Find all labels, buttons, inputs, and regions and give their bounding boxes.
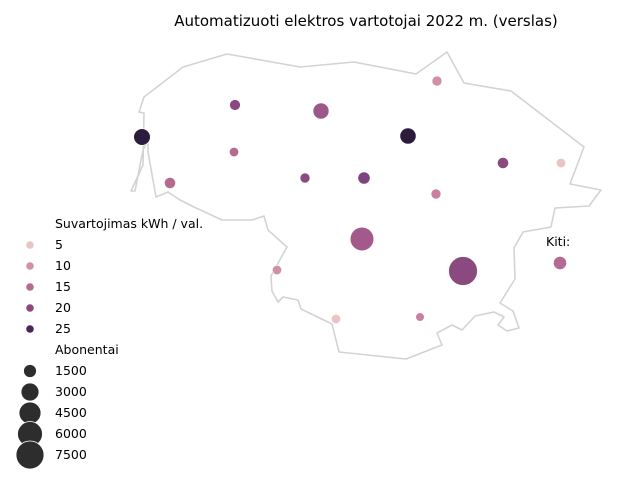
data-point-marker [164, 177, 176, 189]
data-point-marker [229, 99, 241, 111]
data-point-marker [312, 102, 330, 120]
size-legend-marker [15, 440, 45, 470]
size-legend-label: 6000 [55, 426, 87, 441]
size-legend-title: Abonentai [55, 342, 119, 357]
other-label: Kiti: [546, 234, 571, 249]
data-point-marker [497, 157, 509, 169]
data-point-marker [431, 75, 443, 87]
legend-markers [15, 241, 45, 470]
data-point-marker [555, 158, 566, 169]
data-point-marker [430, 188, 442, 200]
size-legend-label: 7500 [55, 447, 87, 462]
size-legend-label: 3000 [55, 384, 87, 399]
size-legend-label: 1500 [55, 363, 87, 378]
hue-legend-label: 15 [55, 279, 71, 294]
size-legend-label: 4500 [55, 405, 87, 420]
data-point-marker [415, 312, 425, 322]
data-point-marker [133, 128, 151, 146]
data-point-marker [229, 147, 240, 158]
hue-legend-title: Suvartojimas kWh / val. [55, 216, 204, 231]
hue-legend-marker [26, 262, 34, 270]
hue-legend-marker [26, 325, 34, 333]
country-border [130, 51, 602, 360]
chart-title: Automatizuoti elektros vartotojai 2022 m… [174, 12, 558, 30]
hue-legend-label: 25 [55, 321, 71, 336]
hue-legend-label: 10 [55, 258, 71, 273]
size-legend-marker [20, 382, 40, 402]
hue-legend-label: 20 [55, 300, 71, 315]
hue-legend-marker [26, 283, 34, 291]
data-point-marker [553, 256, 567, 270]
data-point-marker [357, 171, 371, 185]
data-point-marker [448, 256, 478, 286]
hue-legend-marker [26, 241, 34, 249]
hue-legend-label: 5 [55, 237, 63, 252]
hue-legend-marker [26, 304, 34, 312]
points-layer [133, 75, 567, 324]
size-legend-marker [18, 401, 42, 425]
data-point-marker [349, 226, 375, 252]
data-point-marker [299, 172, 311, 184]
data-point-marker [271, 264, 282, 275]
data-point-marker [399, 127, 417, 145]
size-legend-marker [23, 364, 37, 378]
data-point-marker [330, 313, 341, 324]
